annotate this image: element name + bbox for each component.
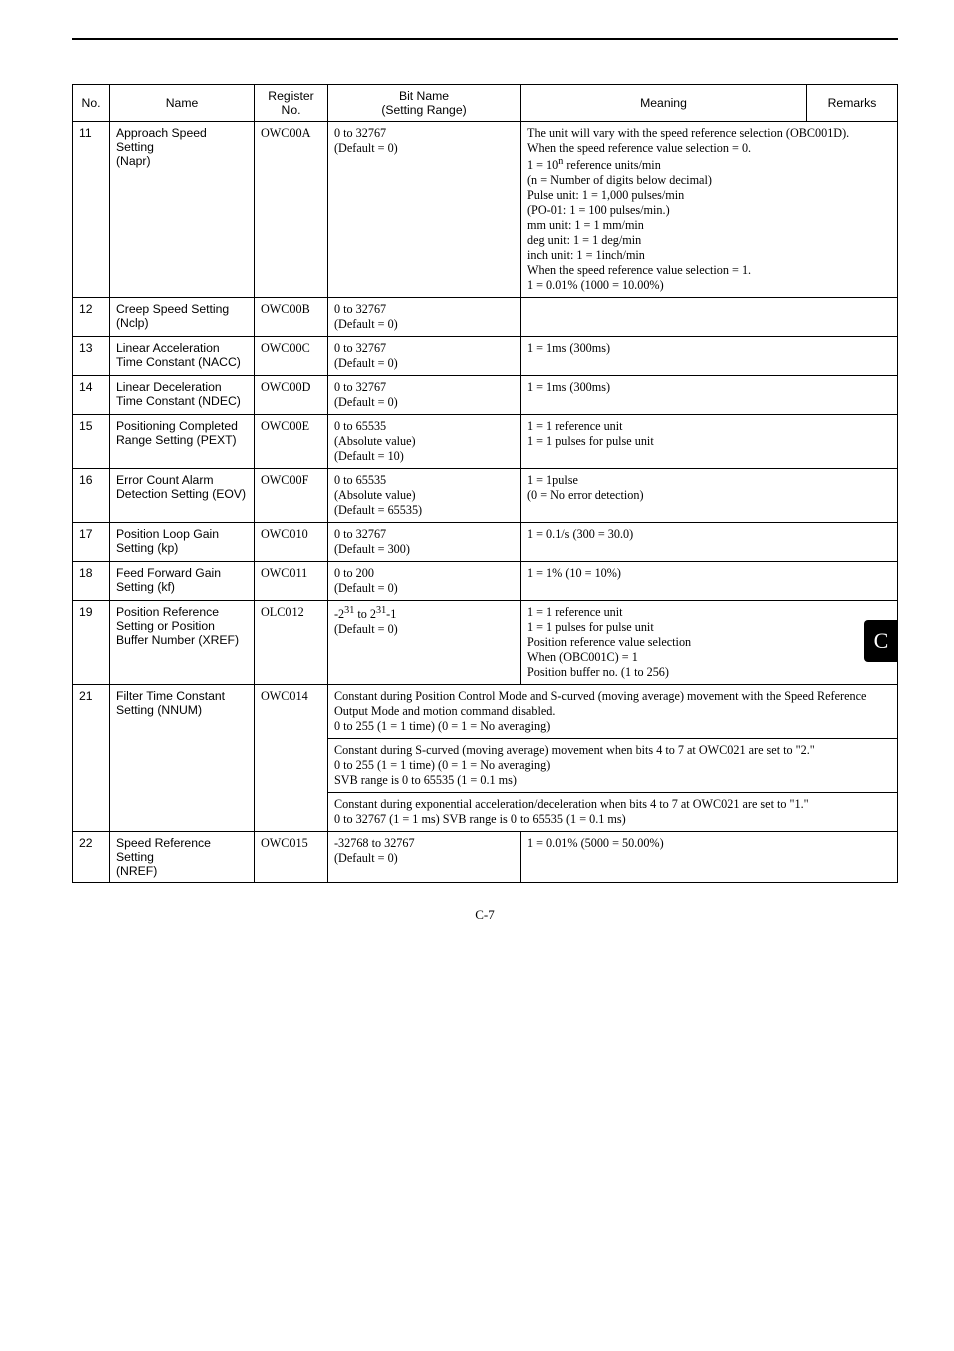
row-name: Position Loop Gain Setting (kp) — [110, 523, 255, 562]
row-meaning: 1 = 1 reference unit1 = 1 pulses for pul… — [521, 415, 898, 469]
row-name: Error Count Alarm Detection Setting (EOV… — [110, 469, 255, 523]
row-no: 16 — [73, 469, 110, 523]
row-bit: 0 to 32767(Default = 0) — [328, 337, 521, 376]
col-meaning: Meaning — [521, 85, 807, 122]
col-bitname: Bit Name (Setting Range) — [328, 85, 521, 122]
row-bit: 0 to 32767(Default = 0) — [328, 122, 521, 298]
row-bit: 0 to 65535(Absolute value)(Default = 655… — [328, 469, 521, 523]
row-name: Approach Speed Setting(Napr) — [110, 122, 255, 298]
row-no: 21 — [73, 685, 110, 832]
page-number: C-7 — [72, 907, 898, 923]
register-table: No. Name Register No. Bit Name (Setting … — [72, 84, 898, 883]
row-meaning: 1 = 1% (10 = 10%) — [521, 562, 898, 601]
row-bit: -231 to 231-1(Default = 0) — [328, 601, 521, 685]
row-bit: 0 to 32767(Default = 300) — [328, 523, 521, 562]
row-reg: OWC00B — [255, 298, 328, 337]
row-no: 11 — [73, 122, 110, 298]
row-meaning: 1 = 1pulse(0 = No error detection) — [521, 469, 898, 523]
row-bit: 0 to 65535(Absolute value)(Default = 10) — [328, 415, 521, 469]
row-meaning: 1 = 0.01% (5000 = 50.00%) — [521, 832, 898, 883]
row-no: 13 — [73, 337, 110, 376]
row-name: Feed Forward Gain Setting (kf) — [110, 562, 255, 601]
row-meaning: 1 = 1ms (300ms) — [521, 376, 898, 415]
row-reg: OWC010 — [255, 523, 328, 562]
row-no: 18 — [73, 562, 110, 601]
row-no: 14 — [73, 376, 110, 415]
row-name: Creep Speed Setting(Nclp) — [110, 298, 255, 337]
col-name: Name — [110, 85, 255, 122]
row-meaning — [521, 298, 898, 337]
row-text: Constant during S-curved (moving average… — [328, 739, 898, 793]
row-reg: OWC011 — [255, 562, 328, 601]
row-name: Position Reference Setting or Position B… — [110, 601, 255, 685]
row-text: Constant during Position Control Mode an… — [328, 685, 898, 739]
col-reg: Register No. — [255, 85, 328, 122]
row-bit: 0 to 200(Default = 0) — [328, 562, 521, 601]
col-no: No. — [73, 85, 110, 122]
top-rule — [72, 38, 898, 40]
row-reg: OLC012 — [255, 601, 328, 685]
row-reg: OWC00F — [255, 469, 328, 523]
row-bit: -32768 to 32767(Default = 0) — [328, 832, 521, 883]
row-no: 12 — [73, 298, 110, 337]
row-name: Positioning Completed Range Setting (PEX… — [110, 415, 255, 469]
row-name: Linear Deceleration Time Constant (NDEC) — [110, 376, 255, 415]
row-reg: OWC00E — [255, 415, 328, 469]
row-name: Filter Time Constant Setting (NNUM) — [110, 685, 255, 832]
row-reg: OWC00D — [255, 376, 328, 415]
row-bit: 0 to 32767(Default = 0) — [328, 298, 521, 337]
row-meaning: 1 = 1 reference unit1 = 1 pulses for pul… — [521, 601, 898, 685]
col-remarks: Remarks — [807, 85, 898, 122]
row-no: 19 — [73, 601, 110, 685]
row-reg: OWC014 — [255, 685, 328, 832]
row-name: Linear Acceleration Time Constant (NACC) — [110, 337, 255, 376]
row-reg: OWC00C — [255, 337, 328, 376]
row-reg: OWC015 — [255, 832, 328, 883]
side-tab: C — [864, 620, 898, 662]
row-text: Constant during exponential acceleration… — [328, 793, 898, 832]
row-meaning: 1 = 1ms (300ms) — [521, 337, 898, 376]
row-meaning: 1 = 0.1/s (300 = 30.0) — [521, 523, 898, 562]
row-name: Speed Reference Setting(NREF) — [110, 832, 255, 883]
row-reg: OWC00A — [255, 122, 328, 298]
row-no: 17 — [73, 523, 110, 562]
row-no: 22 — [73, 832, 110, 883]
row-meaning: The unit will vary with the speed refere… — [521, 122, 898, 298]
row-no: 15 — [73, 415, 110, 469]
row-bit: 0 to 32767(Default = 0) — [328, 376, 521, 415]
